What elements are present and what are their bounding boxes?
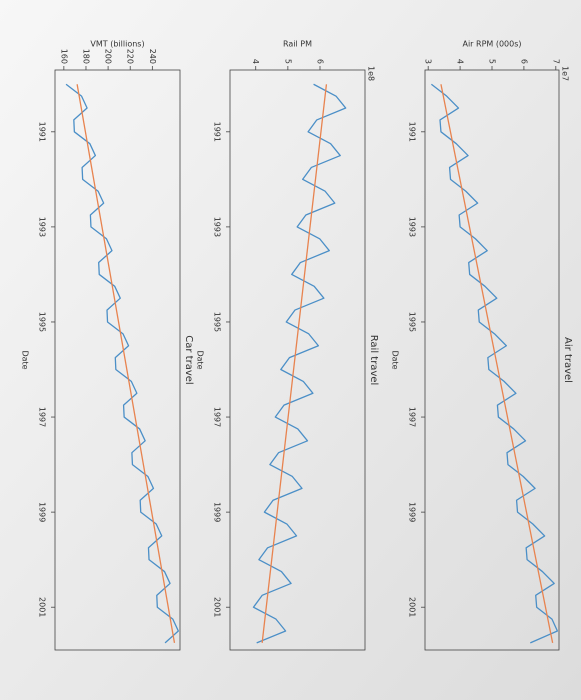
chart-title: Car travel xyxy=(183,335,194,384)
y-tick-label: 200 xyxy=(104,49,113,64)
x-tick-label: 1997 xyxy=(408,407,417,427)
y-tick-label: 5 xyxy=(488,59,497,64)
x-tick-label: 2001 xyxy=(213,597,222,617)
plot-frame xyxy=(54,69,181,651)
x-tick-label: 1991 xyxy=(408,122,417,142)
x-tick-label: 2001 xyxy=(408,597,417,617)
x-tick-label: 1993 xyxy=(408,217,417,237)
x-tick-label: 1999 xyxy=(38,502,47,522)
trend-line xyxy=(440,84,554,643)
x-tick-label: 1991 xyxy=(38,122,47,142)
x-tick-label: 1995 xyxy=(408,312,417,332)
y-tick-label: 4 xyxy=(456,59,465,64)
data-line xyxy=(65,83,179,644)
trend-line xyxy=(76,84,176,643)
scale-label: 1e7 xyxy=(561,66,570,81)
y-axis-label: Rail PM xyxy=(283,40,312,49)
y-tick-label: 3 xyxy=(424,59,433,64)
y-tick-label: 220 xyxy=(126,49,135,64)
y-tick-label: 6 xyxy=(316,59,325,64)
x-tick-label: 2001 xyxy=(38,597,47,617)
chart-title: Air travel xyxy=(562,337,573,383)
x-axis-label: Date xyxy=(196,350,205,369)
x-tick-label: 1995 xyxy=(38,312,47,332)
y-axis-label: Air RPM (000s) xyxy=(462,40,521,49)
x-axis-label: Date xyxy=(391,350,400,369)
trend-line xyxy=(261,84,328,643)
data-line xyxy=(430,83,559,644)
x-axis-label: Date xyxy=(21,350,30,369)
plot-frame xyxy=(229,69,366,651)
y-tick-label: 240 xyxy=(148,49,157,64)
y-tick-label: 6 xyxy=(519,59,528,64)
x-tick-label: 1999 xyxy=(408,502,417,522)
y-tick-label: 180 xyxy=(81,49,90,64)
y-axis-label: VMT (billions) xyxy=(90,40,144,49)
scale-label: 1e8 xyxy=(367,66,376,81)
x-tick-label: 1991 xyxy=(213,122,222,142)
y-tick-label: 7 xyxy=(551,59,560,64)
chart-title: Rail travel xyxy=(368,335,379,386)
x-tick-label: 1997 xyxy=(38,407,47,427)
x-tick-label: 1995 xyxy=(213,312,222,332)
x-tick-label: 1997 xyxy=(213,407,222,427)
y-tick-label: 5 xyxy=(283,59,292,64)
rotated-page: Air travel Date Air RPM (000s) 1e7 1991 1993 1… xyxy=(21,40,573,651)
x-tick-label: 1999 xyxy=(213,502,222,522)
x-tick-label: 1993 xyxy=(213,217,222,237)
data-line xyxy=(252,83,347,644)
x-tick-label: 1993 xyxy=(38,217,47,237)
y-tick-label: 4 xyxy=(251,59,260,64)
y-tick-label: 160 xyxy=(59,49,68,64)
